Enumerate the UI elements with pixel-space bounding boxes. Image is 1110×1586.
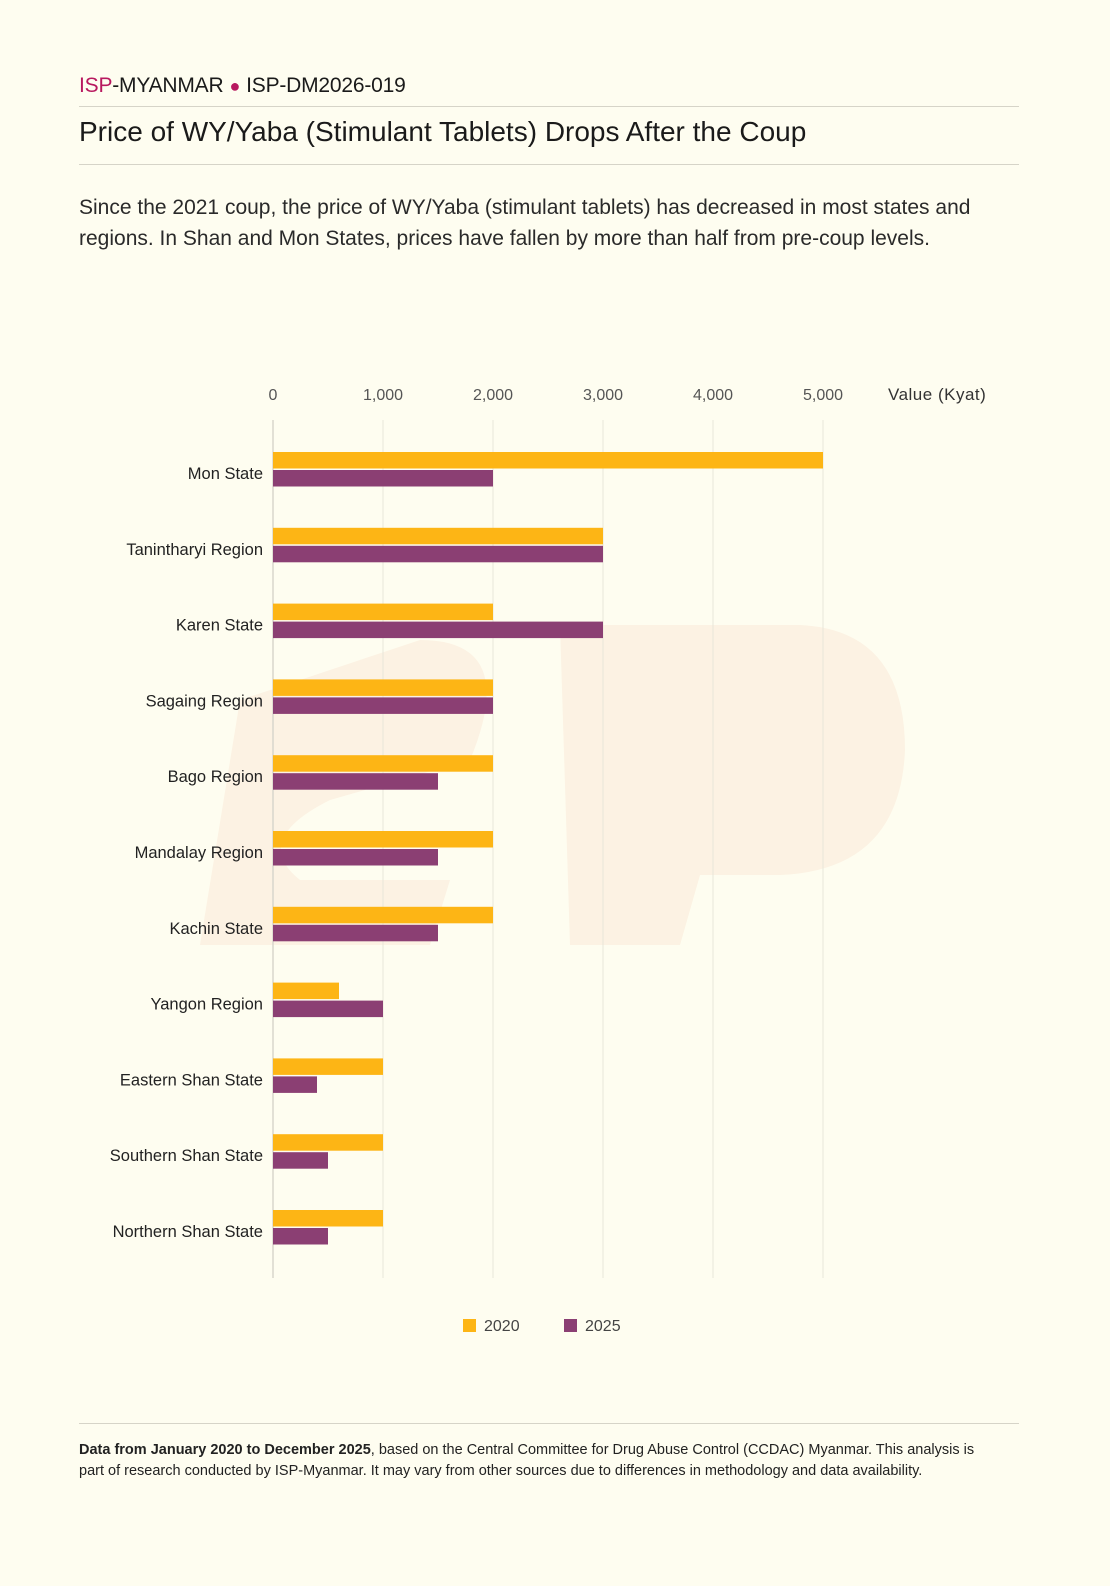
page-title: Price of WY/Yaba (Stimulant Tablets) Dro… xyxy=(79,116,807,147)
separator-dot: ● xyxy=(229,76,241,96)
footnote-text: , based on the Central Committee for Dru… xyxy=(79,1442,975,1479)
bar-2025 xyxy=(273,1152,328,1169)
bar-2025 xyxy=(273,1228,328,1245)
bar-2020 xyxy=(273,831,493,848)
x-axis-label: Value (Kyat) xyxy=(888,385,986,404)
bar-2025 xyxy=(273,924,438,942)
bar-2020 xyxy=(273,906,493,924)
bar-2025 xyxy=(273,1000,383,1018)
category-label: Northern Shan State xyxy=(113,1223,263,1241)
category-label: Yangon Region xyxy=(150,996,263,1014)
x-tick-label: 2,000 xyxy=(473,387,513,404)
x-tick-label: 3,000 xyxy=(583,387,623,404)
divider xyxy=(79,1423,1019,1424)
category-label: Bago Region xyxy=(168,768,263,786)
bar-2020 xyxy=(273,1210,383,1227)
legend-swatch-2025 xyxy=(564,1319,577,1332)
brand-rest: -MYANMAR xyxy=(112,74,224,97)
bar-2025 xyxy=(273,470,493,487)
legend-label-2020: 2020 xyxy=(484,1318,520,1335)
category-label: Mandalay Region xyxy=(135,844,263,862)
bar-2020 xyxy=(273,452,823,469)
divider xyxy=(79,106,1019,107)
x-tick-label: 1,000 xyxy=(363,387,403,404)
category-label: Mon State xyxy=(188,465,263,483)
bar-2025 xyxy=(273,773,438,790)
doc-id: ISP-DM2026-019 xyxy=(246,74,406,97)
bar-2020 xyxy=(273,527,603,545)
category-label: Kachin State xyxy=(169,920,263,938)
category-label: Karen State xyxy=(176,617,263,635)
bar-2020 xyxy=(273,755,493,772)
watermark-logo xyxy=(200,625,905,945)
bar-2025 xyxy=(273,849,438,866)
x-tick-label: 0 xyxy=(269,387,278,404)
legend-swatch-2020 xyxy=(463,1319,476,1332)
category-label: Sagaing Region xyxy=(146,692,263,710)
bar-2025 xyxy=(273,1076,317,1093)
category-label: Tanintharyi Region xyxy=(126,541,263,559)
bar-2020 xyxy=(273,679,493,696)
category-label: Southern Shan State xyxy=(110,1147,263,1165)
bar-2025 xyxy=(273,545,603,563)
bar-2020 xyxy=(273,982,339,1000)
x-tick-label: 4,000 xyxy=(693,387,733,404)
bar-2020 xyxy=(273,603,493,621)
brand-isp: ISP xyxy=(79,74,113,97)
legend-label-2025: 2025 xyxy=(585,1318,621,1335)
footnote-bold: Data from January 2020 to December 2025 xyxy=(79,1442,371,1458)
footnote: Data from January 2020 to December 2025,… xyxy=(79,1440,979,1482)
bar-2025 xyxy=(273,621,603,639)
bar-2020 xyxy=(273,1058,383,1075)
header: ISP-MYANMAR ● ISP-DM2026-019 xyxy=(79,74,406,98)
x-tick-label: 5,000 xyxy=(803,387,843,404)
divider xyxy=(79,164,1019,165)
bar-2025 xyxy=(273,697,493,714)
bar-2020 xyxy=(273,1134,383,1151)
category-label: Eastern Shan State xyxy=(120,1071,263,1089)
subtitle: Since the 2021 coup, the price of WY/Yab… xyxy=(79,196,971,250)
